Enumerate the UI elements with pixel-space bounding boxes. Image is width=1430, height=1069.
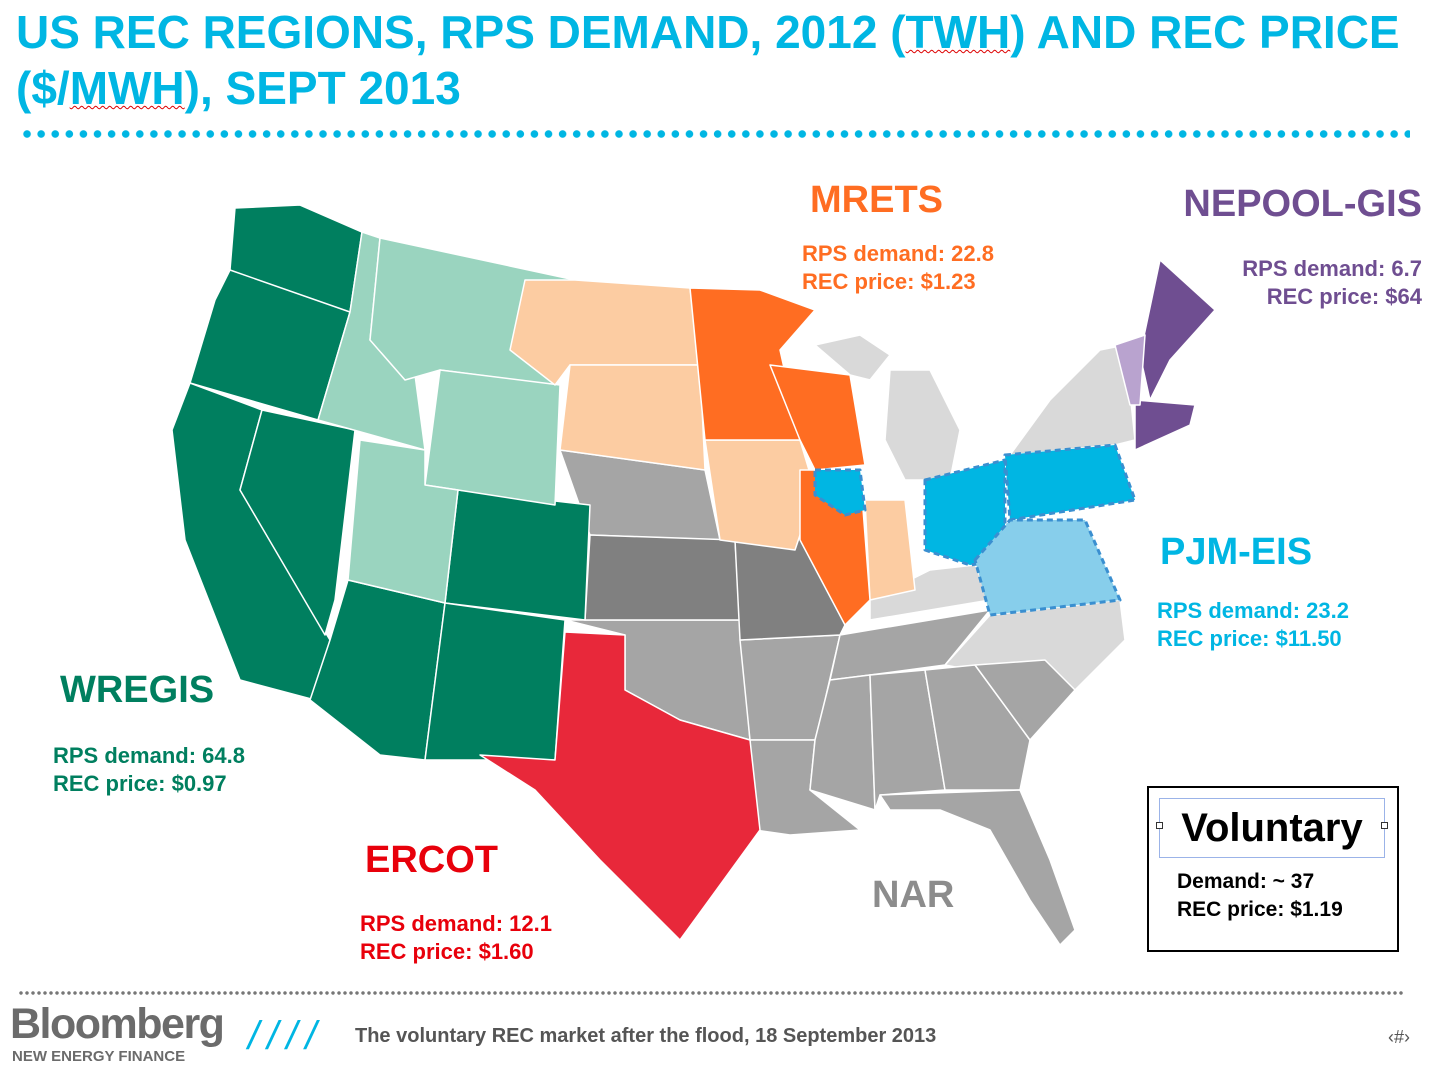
title-text: MWH xyxy=(69,62,185,114)
bloomberg-logo-sub: NEW ENERGY FINANCE xyxy=(12,1048,186,1065)
region-nar-dark xyxy=(584,524,846,641)
state-al xyxy=(869,669,946,811)
slide-title: US REC REGIONS, RPS DEMAND, 2012 (TWH) A… xyxy=(16,4,1416,116)
state-or xyxy=(189,269,351,421)
state-fl xyxy=(879,789,1076,946)
state-vt xyxy=(1114,334,1146,406)
state-sc xyxy=(974,659,1076,741)
mrets-demand: RPS demand: 22.8 xyxy=(802,241,994,266)
state-sd xyxy=(559,364,706,471)
logo-slashes: //// xyxy=(248,1014,325,1058)
title-divider xyxy=(20,130,1410,138)
state-me xyxy=(1139,259,1216,401)
state-ms xyxy=(809,674,876,811)
nepool-name: NEPOOL-GIS xyxy=(1183,183,1422,225)
state-pa xyxy=(1003,443,1137,522)
state-tx xyxy=(479,631,761,941)
region-pjm xyxy=(813,443,1137,567)
state-wy xyxy=(424,369,561,506)
title-text: US REC REGIONS, RPS DEMAND, 2012 ( xyxy=(16,6,906,58)
nepool-price: REC price: $64 xyxy=(1266,284,1422,309)
region-wregis xyxy=(171,204,591,761)
state-mi xyxy=(884,369,961,481)
ercot-stats: RPS demand: 12.1 REC price: $1.60 xyxy=(360,910,552,966)
voluntary-price: REC price: $1.19 xyxy=(1177,898,1343,921)
region-nepool xyxy=(1134,259,1216,451)
wregis-name: WREGIS xyxy=(60,669,215,711)
state-wi xyxy=(769,364,866,471)
ercot-name: ERCOT xyxy=(365,839,498,881)
state-ut xyxy=(347,439,459,604)
page-number: ‹#› xyxy=(1388,1027,1410,1047)
mrets-price: REC price: $1.23 xyxy=(802,269,976,294)
region-mrets-light xyxy=(509,279,916,601)
state-mi-upper xyxy=(814,334,891,381)
title-text: TWH xyxy=(905,6,1011,58)
state-co xyxy=(444,489,591,621)
voluntary-box: Voluntary Demand: ~ 37 REC price: $1.19 xyxy=(1147,786,1399,952)
pjm-price: REC price: $11.50 xyxy=(1157,626,1342,651)
title-text: ) AND REC PRICE ($/ xyxy=(16,6,1400,114)
bloomberg-logo: Bloomberg xyxy=(10,1000,225,1048)
nar-name: NAR xyxy=(872,874,955,916)
state-mn xyxy=(689,287,816,441)
nepool-demand: RPS demand: 6.7 xyxy=(1242,256,1422,281)
state-ia xyxy=(704,439,816,551)
region-wregis-light xyxy=(317,231,576,604)
title-text: ), SEPT 2013 xyxy=(184,62,461,114)
voluntary-title[interactable]: Voluntary xyxy=(1159,798,1385,858)
wregis-price: REC price: $0.97 xyxy=(53,771,227,796)
state-va-wv xyxy=(973,518,1122,617)
footer-text: The voluntary REC market after the flood… xyxy=(355,1025,937,1047)
pjm-demand: RPS demand: 23.2 xyxy=(1157,598,1349,623)
state-ma-ct xyxy=(1134,399,1196,451)
voluntary-stats: Demand: ~ 37 REC price: $1.19 xyxy=(1177,868,1343,924)
nepool-stats: RPS demand: 6.7 REC price: $64 xyxy=(1242,255,1422,311)
resize-handle[interactable] xyxy=(1156,822,1163,829)
state-ks xyxy=(584,534,741,621)
state-in xyxy=(864,499,916,601)
ercot-price: REC price: $1.60 xyxy=(360,939,534,964)
state-il-pjm xyxy=(813,468,867,517)
state-ny xyxy=(1009,344,1136,456)
mrets-stats: RPS demand: 22.8 REC price: $1.23 xyxy=(802,240,994,296)
footer-divider xyxy=(18,991,1403,995)
resize-handle[interactable] xyxy=(1381,822,1388,829)
pjm-name: PJM-EIS xyxy=(1160,531,1313,573)
pjm-stats: RPS demand: 23.2 REC price: $11.50 xyxy=(1157,597,1349,653)
region-ercot xyxy=(479,631,761,941)
mrets-name: MRETS xyxy=(810,179,943,221)
state-tn xyxy=(829,609,991,681)
wregis-stats: RPS demand: 64.8 REC price: $0.97 xyxy=(53,742,245,798)
us-map xyxy=(171,204,1216,946)
state-ga xyxy=(924,664,1031,791)
ercot-demand: RPS demand: 12.1 xyxy=(360,911,552,936)
wregis-demand: RPS demand: 64.8 xyxy=(53,743,245,768)
state-nm xyxy=(424,602,566,761)
voluntary-demand: Demand: ~ 37 xyxy=(1177,870,1315,893)
region-nar xyxy=(559,449,1076,946)
